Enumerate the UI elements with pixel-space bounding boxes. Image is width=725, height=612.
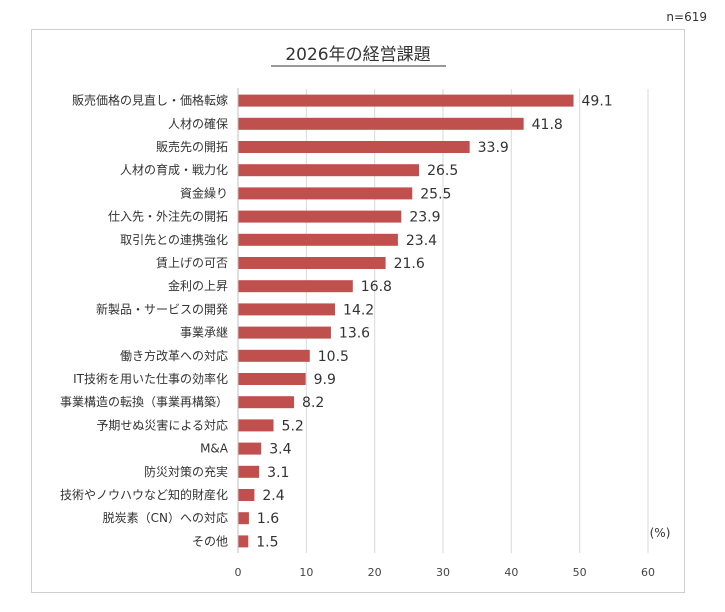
bar [238, 326, 331, 339]
category-label: 事業承継 [180, 325, 228, 340]
bar [238, 280, 353, 293]
bar [238, 396, 295, 409]
category-label: 資金繰り [180, 185, 228, 200]
value-label: 25.5 [420, 186, 451, 202]
value-label: 5.2 [282, 418, 304, 434]
value-label: 23.4 [406, 233, 437, 249]
category-label: M&A [200, 442, 229, 456]
category-label: 新製品・サービスの開発 [96, 301, 228, 316]
category-label: 販売先の開拓 [156, 139, 228, 154]
bar [238, 303, 336, 316]
value-label: 14.2 [343, 302, 374, 318]
value-label: 33.9 [478, 140, 509, 156]
chart-frame [31, 29, 685, 593]
bar [238, 141, 470, 153]
value-label: 9.9 [314, 372, 336, 388]
category-label: 働き方改革への対応 [120, 348, 228, 363]
bar [238, 187, 413, 200]
value-label: 1.5 [256, 534, 278, 550]
bar [238, 419, 274, 432]
category-label: 技術やノウハウなど知的財産化 [60, 487, 228, 502]
category-label: 金利の上昇 [168, 278, 228, 293]
x-tick-label: 10 [299, 566, 313, 579]
category-label: 人材の確保 [168, 116, 228, 131]
value-label: 26.5 [427, 163, 458, 179]
sample-size-label: n=619 [666, 10, 707, 24]
category-label: IT技術を用いた仕事の効率化 [73, 371, 228, 386]
value-label: 10.5 [318, 349, 349, 365]
category-label: その他 [192, 534, 228, 548]
chart-title: 2026年の経営課題 [285, 45, 430, 65]
bar [238, 117, 524, 130]
category-label: 脱炭素（CN）への対応 [103, 510, 228, 525]
bar [238, 94, 574, 107]
category-label: 事業構造の転換（事業再構築） [60, 394, 228, 409]
unit-label: (%) [650, 526, 671, 540]
category-label: 防災対策の充実 [144, 464, 228, 479]
bar [238, 442, 262, 455]
value-label: 1.6 [257, 511, 279, 527]
category-labels: 販売価格の見直し・価格転嫁人材の確保販売先の開拓人材の育成・戦力化資金繰り仕入先… [60, 93, 229, 549]
bar [238, 489, 255, 501]
bar [238, 535, 249, 548]
category-label: 賃上げの可否 [156, 255, 228, 270]
bars [238, 94, 574, 548]
bar [238, 349, 310, 362]
value-label: 23.9 [409, 210, 440, 226]
category-label: 人材の育成・戦力化 [120, 162, 228, 177]
bar [238, 257, 386, 269]
category-label: 取引先との連携強化 [120, 232, 228, 247]
category-label: 仕入先・外注先の開拓 [108, 209, 228, 224]
x-tick-label: 20 [368, 566, 382, 579]
x-tick-label: 0 [235, 566, 242, 579]
bar [238, 233, 398, 246]
category-label: 予期せぬ災害による対応 [96, 417, 228, 432]
value-label: 3.4 [269, 442, 291, 458]
value-label: 21.6 [394, 256, 425, 272]
value-label: 2.4 [262, 488, 284, 504]
bar [238, 465, 260, 478]
value-labels: 49.1 41.8 33.9 26.5 25.5 23.9 23.4 21.616.8 14.2… [256, 94, 612, 551]
x-tick-labels: 0 10 20 30 40 50 60 [235, 566, 656, 579]
bar [238, 512, 249, 525]
category-label: 販売価格の見直し・価格転嫁 [72, 93, 228, 108]
gridlines [305, 89, 649, 553]
bar [238, 164, 420, 177]
x-tick-label: 40 [504, 566, 518, 579]
value-label: 49.1 [582, 94, 613, 110]
bar [238, 373, 306, 385]
value-label: 13.6 [339, 326, 370, 342]
value-label: 3.1 [267, 465, 289, 481]
bar [238, 210, 402, 223]
x-tick-label: 50 [573, 566, 587, 579]
value-label: 16.8 [361, 279, 392, 295]
value-label: 8.2 [302, 395, 324, 411]
value-label: 41.8 [532, 117, 563, 133]
x-tick-label: 60 [641, 566, 655, 579]
x-tick-label: 30 [436, 566, 450, 579]
